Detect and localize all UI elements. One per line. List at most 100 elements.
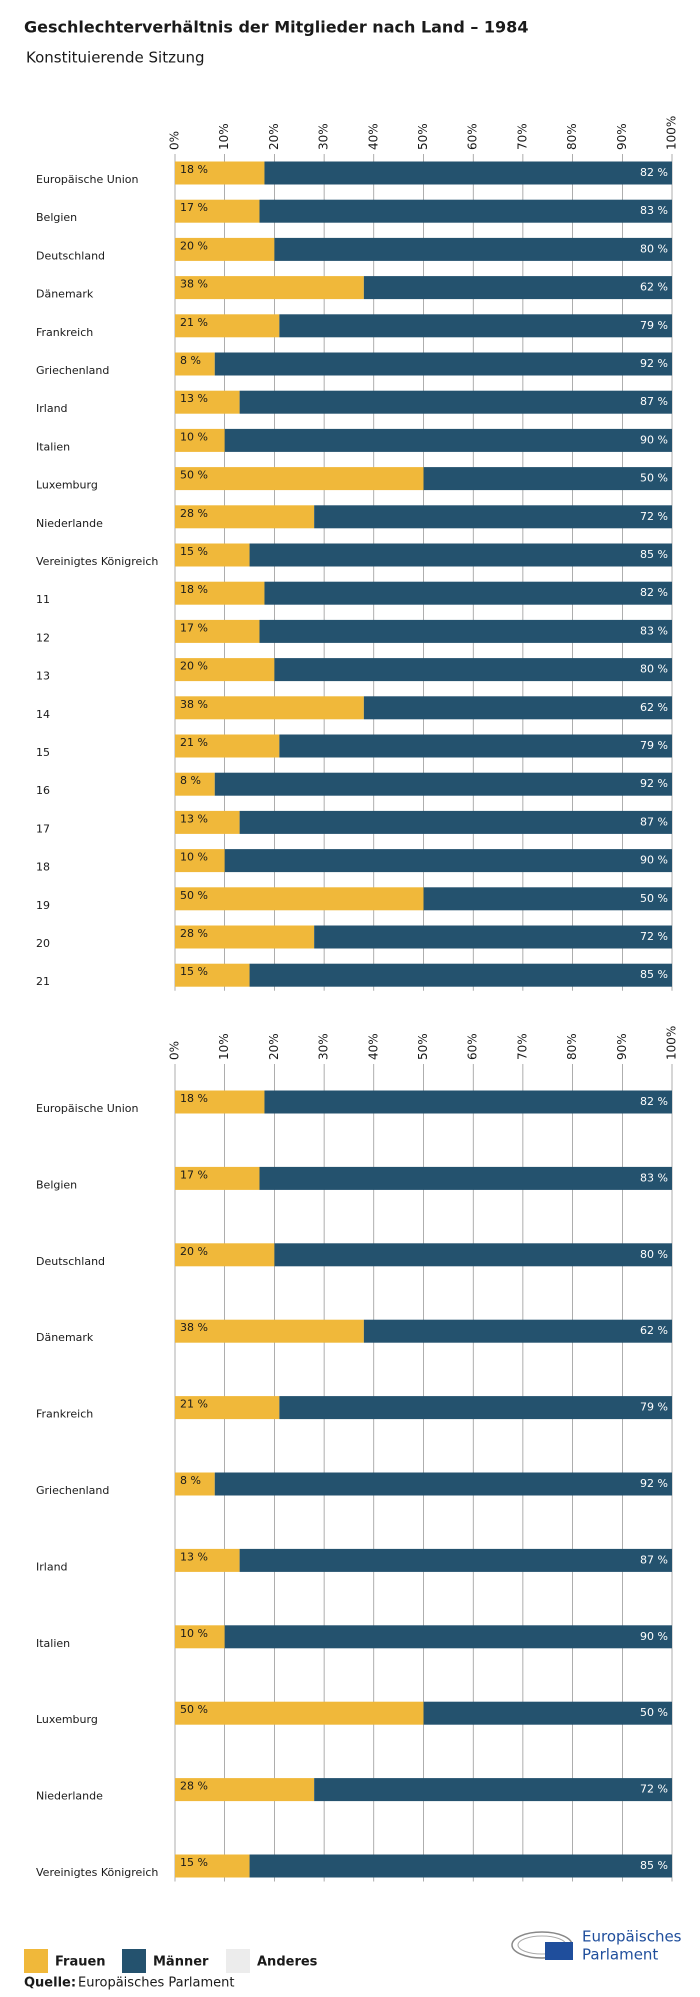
bar-segment: [175, 543, 250, 567]
x-tick-label: 20%: [267, 1033, 281, 1060]
legend-swatch: [122, 1949, 146, 1973]
value-label: 87 %: [640, 395, 668, 408]
value-label: 10 %: [180, 851, 208, 864]
value-label: 72 %: [640, 510, 668, 523]
category-label: Vereinigtes Königreich: [36, 1866, 158, 1879]
x-tick-label: 50%: [416, 123, 430, 150]
category-label: Luxemburg: [36, 1713, 98, 1726]
value-label: 15 %: [180, 1856, 208, 1869]
bar-segment: [239, 390, 673, 414]
category-label: Dänemark: [36, 1331, 94, 1344]
value-label: 20 %: [180, 660, 208, 673]
source: Europäisches Parlament: [78, 1976, 235, 1991]
bar-segment: [249, 1854, 673, 1878]
bar-segment: [175, 734, 280, 758]
x-tick-label: 40%: [366, 123, 380, 150]
value-label: 17 %: [180, 1168, 208, 1181]
bar-segment: [175, 696, 364, 720]
value-label: 8 %: [180, 774, 201, 787]
bar-segment: [363, 696, 672, 720]
value-label: 90 %: [640, 1630, 668, 1643]
category-label: 17: [36, 822, 50, 835]
bar-segment: [175, 314, 280, 338]
bar-segment: [175, 887, 424, 911]
value-label: 80 %: [640, 1248, 668, 1261]
x-tick-label: 60%: [466, 1033, 480, 1060]
value-label: 28 %: [180, 927, 208, 940]
bar-segment: [175, 276, 364, 300]
bar-segment: [175, 1243, 275, 1267]
value-label: 21 %: [180, 316, 208, 329]
category-label: Niederlande: [36, 1790, 103, 1803]
value-label: 20 %: [180, 1245, 208, 1258]
bar-segment: [259, 1166, 672, 1190]
bar-segment: [175, 1778, 315, 1802]
logo-text: Europäisches: [582, 1928, 682, 1946]
category-label: Belgien: [36, 211, 77, 224]
bar-segment: [423, 1701, 672, 1725]
category-label: Irland: [36, 1560, 68, 1573]
value-label: 38 %: [180, 1321, 208, 1334]
bar-segment: [239, 810, 673, 834]
category-label: 18: [36, 861, 50, 874]
logo-text: Parlament: [582, 1946, 658, 1964]
chart-title: Geschlechterverhältnis der Mitglieder na…: [24, 18, 528, 37]
bar-segment: [175, 161, 265, 185]
category-label: Deutschland: [36, 249, 105, 262]
bar-segment: [175, 1548, 240, 1572]
value-label: 79 %: [640, 739, 668, 752]
value-label: 85 %: [640, 1859, 668, 1872]
bar-segment: [363, 276, 672, 300]
value-label: 62 %: [640, 281, 668, 294]
x-tick-label: 80%: [565, 1033, 579, 1060]
bar-segment: [175, 428, 225, 452]
value-label: 62 %: [640, 701, 668, 714]
category-label: Griechenland: [36, 364, 109, 377]
category-label: 15: [36, 746, 50, 759]
logo-flag: [545, 1942, 573, 1960]
value-label: 21 %: [180, 736, 208, 749]
bar-segment: [175, 1166, 260, 1190]
value-label: 79 %: [640, 319, 668, 332]
value-label: 90 %: [640, 854, 668, 867]
value-label: 85 %: [640, 968, 668, 981]
category-label: Luxemburg: [36, 479, 98, 492]
value-label: 50 %: [640, 1706, 668, 1719]
bar-segment: [314, 505, 672, 529]
value-label: 82 %: [640, 586, 668, 599]
bar-segment: [175, 1625, 225, 1649]
bar-segment: [264, 1090, 672, 1114]
x-tick-label: 40%: [366, 1033, 380, 1060]
x-tick-label: 50%: [416, 1033, 430, 1060]
category-label: Belgien: [36, 1178, 77, 1191]
category-label: Europäische Union: [36, 173, 139, 186]
bar-segment: [214, 772, 672, 796]
value-label: 18 %: [180, 163, 208, 176]
bar-segment: [423, 887, 672, 911]
value-label: 80 %: [640, 663, 668, 676]
value-label: 13 %: [180, 812, 208, 825]
bar-segment: [175, 505, 315, 529]
bar-segment: [175, 619, 260, 643]
bar-segment: [175, 1319, 364, 1343]
bar-segment: [175, 849, 225, 873]
x-tick-label: 20%: [267, 123, 281, 150]
bar-segment: [175, 925, 315, 949]
value-label: 15 %: [180, 965, 208, 978]
value-label: 72 %: [640, 930, 668, 943]
x-tick-label: 100%: [665, 1026, 679, 1060]
x-tick-label: 60%: [466, 123, 480, 150]
bar-segment: [279, 734, 672, 758]
bar-segment: [264, 581, 672, 605]
bar-segment: [175, 352, 215, 376]
value-label: 13 %: [180, 392, 208, 405]
bar-segment: [175, 1701, 424, 1725]
value-label: 38 %: [180, 278, 208, 291]
logo: Europäisches Parlament: [511, 1928, 682, 1964]
category-label: Deutschland: [36, 1255, 105, 1268]
x-tick-label: 10%: [217, 1033, 231, 1060]
category-label: Frankreich: [36, 326, 93, 339]
x-tick-label: 70%: [515, 1033, 529, 1060]
bar-segment: [175, 1396, 280, 1420]
value-label: 28 %: [180, 1780, 208, 1793]
